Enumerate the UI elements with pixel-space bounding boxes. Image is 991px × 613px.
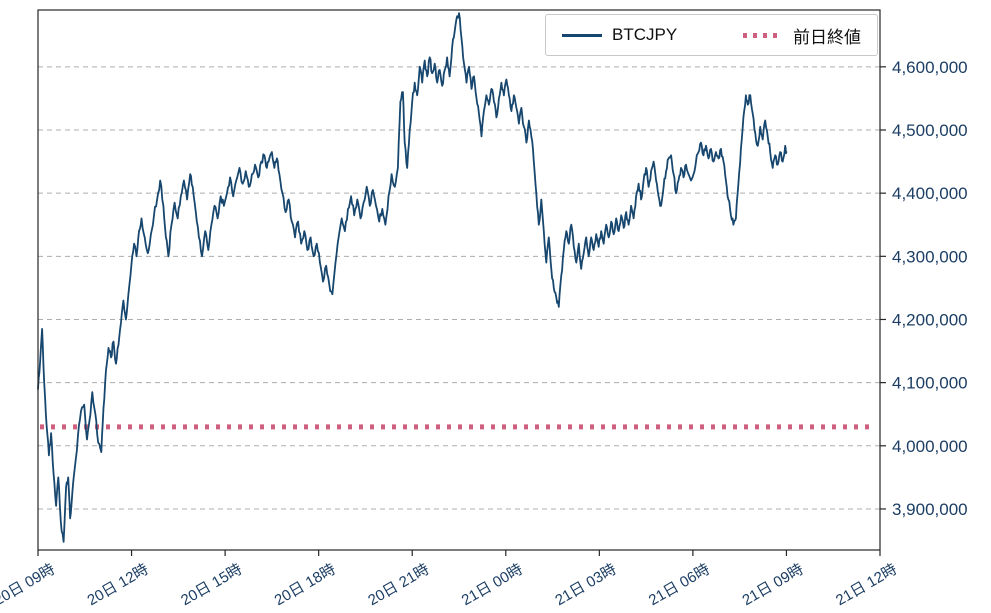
price-series-line <box>37 12 788 543</box>
y-tick-label: 4,400,000 <box>892 184 968 203</box>
y-tick-label: 3,900,000 <box>892 500 968 519</box>
legend-item-prev-close: 前日終値 <box>743 23 861 48</box>
legend-label-btcjpy: BTCJPY <box>612 25 678 44</box>
y-tick-label: 4,100,000 <box>892 374 968 393</box>
prev-close-line-sample <box>743 32 783 38</box>
btcjpy-line-sample <box>562 33 602 37</box>
legend-item-btcjpy: BTCJPY <box>562 25 677 45</box>
y-axis: 3,900,000 4,000,000 4,100,000 4,200,000 4,30… <box>880 58 968 519</box>
y-tick-label: 4,000,000 <box>892 437 968 456</box>
chart-legend: BTCJPY 前日終値 <box>545 14 878 56</box>
legend-label-prev-close: 前日終値 <box>793 27 861 47</box>
y-tick-label: 4,200,000 <box>892 310 968 329</box>
plot-border <box>37 9 881 551</box>
y-tick-label: 4,500,000 <box>892 121 968 140</box>
y-tick-label: 4,300,000 <box>892 247 968 266</box>
y-tick-label: 4,600,000 <box>892 58 968 77</box>
